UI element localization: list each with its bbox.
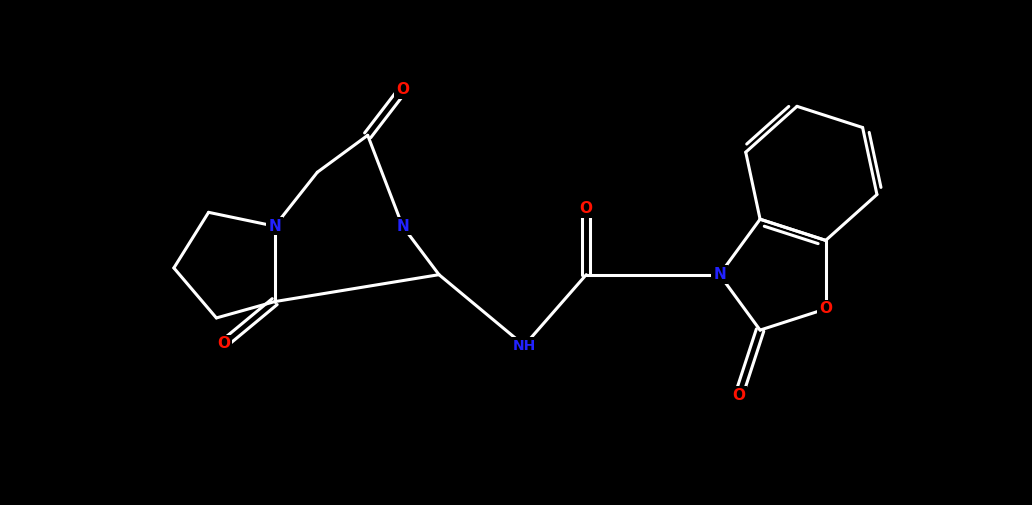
Text: O: O [217,336,230,351]
Text: N: N [396,219,409,234]
Text: N: N [268,219,281,234]
Text: NH: NH [513,338,536,352]
Text: O: O [733,388,745,403]
Text: N: N [713,267,725,282]
Text: O: O [396,82,409,97]
Text: O: O [819,301,832,317]
Text: O: O [580,201,592,216]
